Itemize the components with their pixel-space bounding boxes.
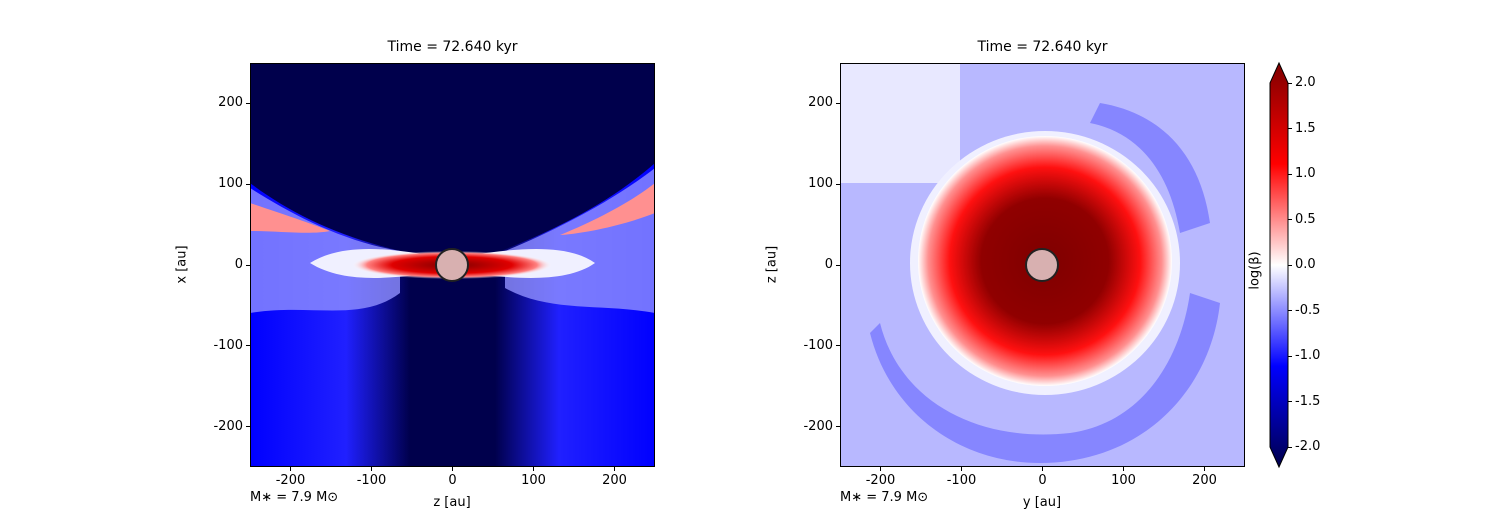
y-tick-mark	[836, 183, 840, 185]
y-tick-label: -100	[803, 337, 833, 353]
x-tick-mark	[452, 467, 453, 471]
colorbar-label: log(β)	[1247, 251, 1263, 290]
colorbar-tick-label: 0.5	[1295, 211, 1316, 227]
x-tick-mark	[533, 467, 534, 471]
y-tick-mark	[836, 345, 840, 347]
right-panel-title: Time = 72.640 kyr	[977, 39, 1108, 55]
right-mass-annotation: M∗ = 7.9 M⊙	[840, 490, 929, 505]
x-tick-mark	[880, 467, 881, 471]
x-tick-mark	[1042, 467, 1043, 471]
y-tick-mark	[246, 102, 250, 104]
star-sink-marker	[1025, 248, 1059, 282]
x-tick-mark	[290, 467, 291, 471]
x-tick-label: -100	[946, 473, 977, 488]
colorbar-tick-label: -0.5	[1295, 302, 1321, 318]
left-panel-edge-on: Time = 72.640 kyr	[175, 39, 655, 510]
x-tick-mark	[614, 467, 615, 471]
colorbar-tick-label: 0.0	[1295, 257, 1316, 272]
colorbar-tick-label: 1.0	[1295, 166, 1316, 181]
colorbar-tick-label: -1.5	[1295, 393, 1321, 409]
colorbar-tick-label: 1.5	[1295, 120, 1316, 136]
colorbar-tick-mark	[1288, 446, 1292, 448]
y-tick-label: -200	[803, 418, 833, 434]
x-tick-label: 0	[448, 473, 457, 488]
x-tick-mark	[1123, 467, 1124, 471]
y-tick-label: 0	[234, 257, 243, 272]
y-tick-label: 200	[808, 95, 833, 111]
x-tick-label: 200	[1192, 473, 1217, 488]
colorbar-tick-mark	[1288, 355, 1292, 357]
colorbar-tick-mark	[1288, 82, 1292, 84]
x-tick-label: 0	[1038, 473, 1047, 488]
y-tick-mark	[836, 426, 840, 428]
y-tick-label: -100	[213, 337, 243, 353]
left-mass-annotation: M∗ = 7.9 M⊙	[250, 490, 339, 505]
right-y-axis-label: z [au]	[764, 245, 780, 284]
colorbar-tick-label: 2.0	[1295, 75, 1316, 90]
colorbar-tick-mark	[1288, 128, 1292, 129]
star-sink-marker	[435, 248, 469, 282]
x-tick-label: -200	[865, 473, 896, 488]
left-axes-frame	[250, 63, 655, 467]
left-x-axis-label: z [au]	[433, 495, 471, 510]
colorbar-tick-label: -2.0	[1295, 439, 1321, 454]
y-tick-mark	[246, 264, 250, 266]
colorbar	[1269, 61, 1289, 469]
colorbar-tick-mark	[1288, 401, 1292, 402]
colorbar-tick-label: -1.0	[1295, 348, 1321, 363]
right-x-axis-label: y [au]	[1022, 495, 1062, 510]
right-panel-face-on: Time = 72.640 kyr y [au] z [au] M∗ = 7.9…	[765, 39, 1245, 510]
left-panel-title: Time = 72.640 kyr	[387, 39, 518, 55]
colorbar-tick-mark	[1288, 310, 1292, 311]
colorbar-tick-mark	[1288, 219, 1292, 220]
x-tick-mark	[1204, 467, 1205, 471]
colorbar-tick-mark	[1288, 264, 1292, 266]
right-axes-frame	[840, 63, 1245, 467]
y-tick-mark	[246, 345, 250, 347]
y-tick-label: 0	[824, 257, 833, 272]
left-heatmap	[250, 63, 655, 467]
colorbar-tick-mark	[1288, 173, 1292, 175]
x-tick-label: 200	[602, 473, 627, 488]
x-tick-label: -200	[275, 473, 306, 488]
y-tick-label: 100	[218, 176, 243, 192]
y-tick-label: 100	[808, 176, 833, 192]
x-tick-mark	[961, 467, 962, 471]
left-y-axis-label: x [au]	[174, 245, 190, 284]
x-tick-mark	[371, 467, 372, 471]
x-tick-label: -100	[356, 473, 387, 488]
right-heatmap	[840, 63, 1245, 467]
x-tick-label: 100	[521, 473, 546, 488]
x-tick-label: 100	[1111, 473, 1136, 488]
y-tick-label: 200	[218, 95, 243, 111]
y-tick-mark	[246, 426, 250, 428]
y-tick-mark	[836, 102, 840, 104]
y-tick-mark	[246, 183, 250, 185]
y-tick-label: -200	[213, 418, 243, 434]
y-tick-mark	[836, 264, 840, 266]
